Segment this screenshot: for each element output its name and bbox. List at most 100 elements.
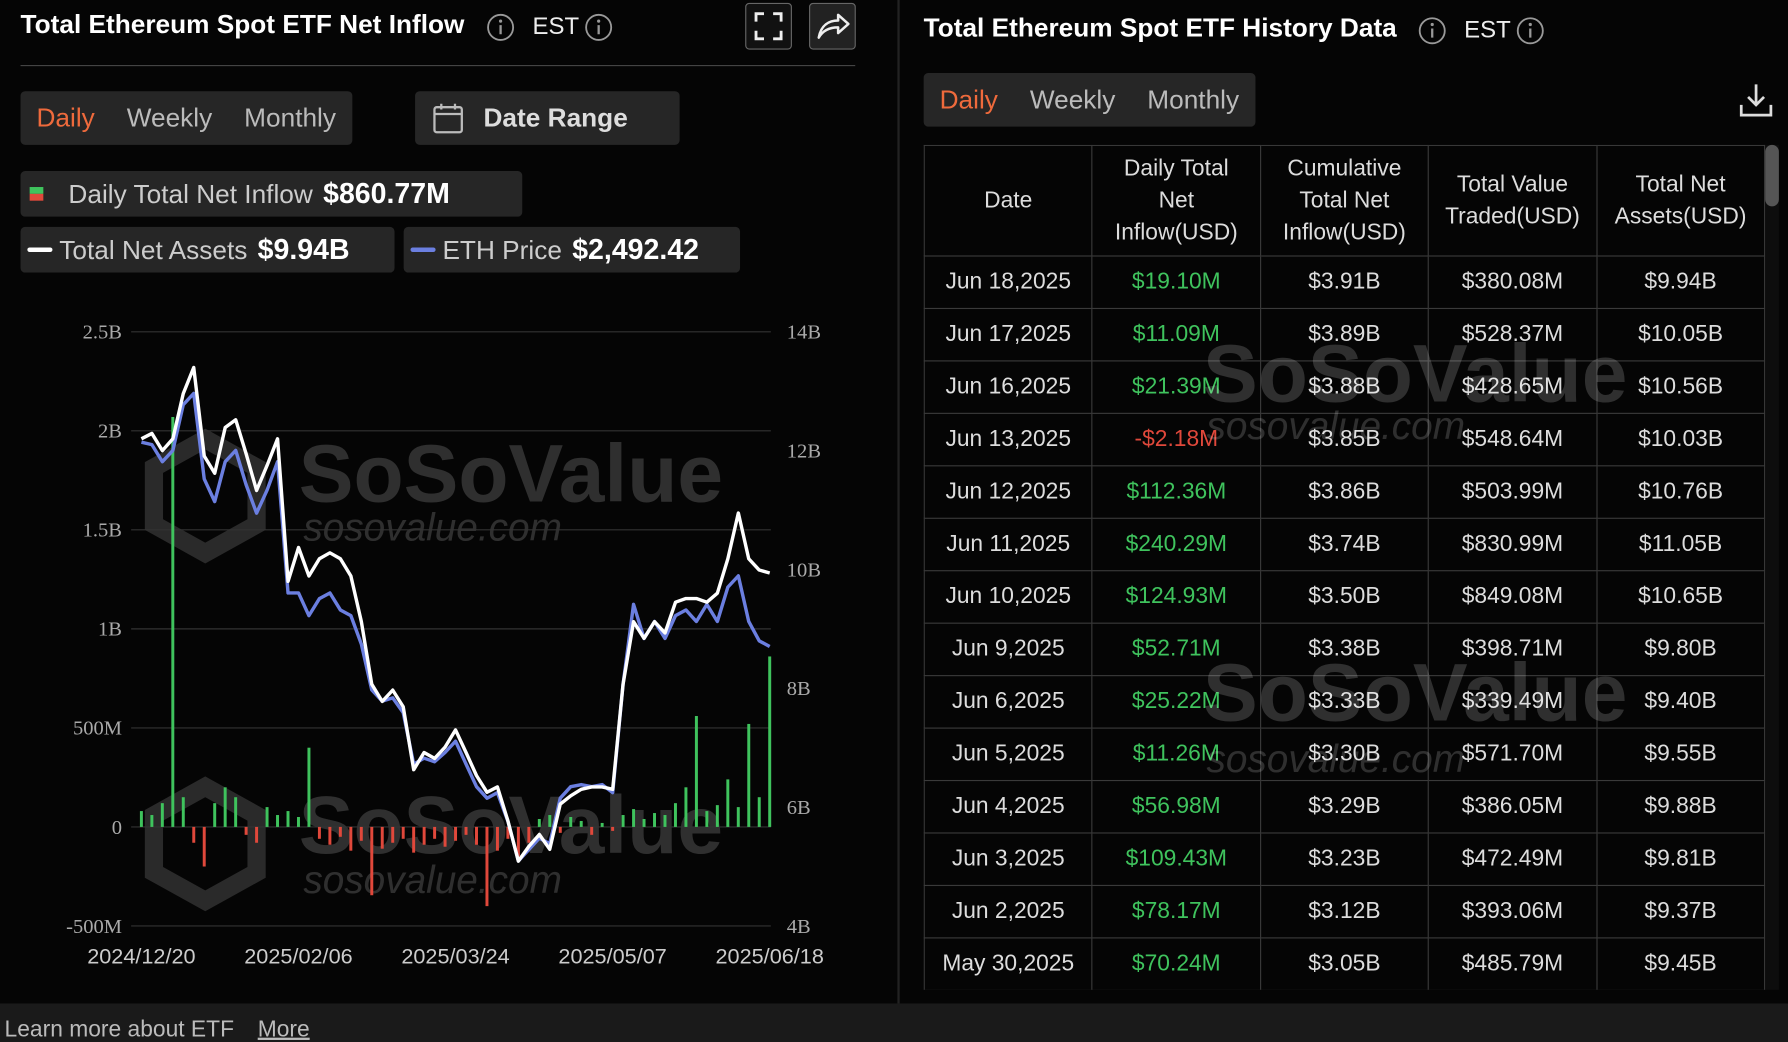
legend-label: Total Net Assets: [59, 234, 248, 264]
bar: [558, 826, 562, 833]
watermark-logo: [144, 428, 266, 564]
table-cell: $830.99M: [1427, 517, 1598, 572]
table-cell: $240.29M: [1091, 517, 1261, 572]
legend-item[interactable]: Daily Total Net Inflow $860.77M: [20, 171, 523, 217]
table-row: Jun 12,2025 $112.36M $3.86B $503.99M $10.76B: [923, 465, 1766, 519]
date-range-button[interactable]: Date Range: [415, 91, 680, 145]
table-cell: $3.50B: [1259, 570, 1430, 624]
table-cell: $10.56B: [1595, 360, 1766, 414]
table-cell: $10.05B: [1595, 307, 1766, 362]
table-cell: $78.17M: [1091, 884, 1261, 939]
bar: [475, 826, 478, 845]
date-range-label: Date Range: [483, 102, 628, 133]
bar: [328, 826, 332, 845]
y2-tick-label: 4B: [787, 916, 811, 938]
share-button[interactable]: [808, 2, 856, 50]
tab[interactable]: Daily: [36, 102, 95, 133]
column-header: Total Value Traded(USD): [1427, 144, 1598, 257]
table-cell: $11.09M: [1091, 307, 1261, 362]
bar: [244, 826, 248, 835]
table-cell: Jun 2,2025: [923, 884, 1093, 939]
bar: [265, 807, 269, 827]
table-cell: Jun 4,2025: [923, 779, 1093, 834]
scrollbar[interactable]: [1765, 144, 1779, 990]
table-cell: $11.05B: [1595, 517, 1766, 572]
table-row: Jun 10,2025 $124.93M $3.50B $849.08M $10.65B: [923, 570, 1766, 624]
bar: [139, 811, 143, 827]
timezone: EST: [1464, 17, 1511, 44]
table-cell: Jun 6,2025: [923, 675, 1093, 729]
bar: [653, 813, 656, 827]
bar: [296, 817, 300, 827]
legend-value: $2,492.42: [572, 233, 700, 266]
tab[interactable]: Daily: [939, 84, 998, 115]
table-cell: $398.71M: [1427, 622, 1598, 677]
table-cell: $3.12B: [1259, 884, 1430, 939]
bar: [736, 807, 740, 827]
tab[interactable]: Weekly: [1029, 84, 1116, 115]
legend-item[interactable]: ETH Price $2,492.42: [403, 226, 741, 273]
bar: [715, 805, 719, 827]
table-row: Jun 9,2025 $52.71M $3.38B $398.71M $9.80B: [923, 622, 1766, 677]
table-row: Jun 11,2025 $240.29M $3.74B $830.99M $11.05B: [923, 517, 1766, 572]
table-cell: Jun 11,2025: [923, 517, 1093, 572]
bar: [506, 826, 510, 839]
bar: [276, 815, 280, 827]
table-cell: $9.45B: [1595, 937, 1766, 990]
tab[interactable]: Monthly: [1147, 84, 1240, 115]
watermark-site: sosovalue.com: [303, 507, 562, 550]
legend-swatch: [29, 187, 44, 201]
legend-item[interactable]: Total Net Assets $9.94B: [20, 226, 395, 273]
tab[interactable]: Weekly: [126, 102, 213, 133]
table-cell: $10.03B: [1595, 412, 1766, 467]
table-cell: Jun 12,2025: [923, 465, 1093, 519]
table-cell: $3.86B: [1259, 465, 1430, 519]
bar: [380, 826, 384, 849]
scrollbar-thumb[interactable]: [1765, 144, 1779, 207]
bar: [747, 723, 751, 827]
y-tick-label: 500M: [73, 718, 122, 740]
y-tick-label: 1.5B: [83, 520, 122, 542]
calendar-icon: [433, 103, 463, 133]
y2-tick-label: 10B: [787, 559, 821, 581]
y-tick-label: 1B: [98, 619, 122, 641]
info-icon[interactable]: [584, 13, 614, 43]
y2-tick-label: 6B: [787, 797, 811, 819]
bar: [464, 826, 468, 835]
info-icon[interactable]: [1417, 16, 1447, 46]
fullscreen-button[interactable]: [745, 2, 793, 50]
info-icon[interactable]: [486, 13, 516, 43]
bar: [213, 803, 217, 827]
legend-value: $9.94B: [257, 233, 350, 266]
table-cell: $70.24M: [1091, 937, 1261, 990]
table-cell: $3.88B: [1259, 360, 1430, 414]
table-cell: May 30,2025: [923, 937, 1093, 990]
legend-value: $860.77M: [323, 177, 450, 210]
x-tick-label: 2025/06/18: [716, 944, 824, 969]
bar: [255, 826, 259, 843]
bar: [590, 826, 594, 835]
table-cell: $9.94B: [1595, 255, 1766, 310]
table-cell: $3.30B: [1259, 727, 1430, 782]
tab[interactable]: Monthly: [244, 102, 337, 133]
watermark-logo: [144, 776, 266, 912]
watermark: SoSoValue sosovalue.com SoSoValue sosova…: [144, 428, 723, 912]
watermark-brand: SoSoValue: [299, 429, 723, 520]
line: [141, 391, 771, 863]
bar: [401, 826, 405, 839]
table-cell: $386.05M: [1427, 779, 1598, 834]
bar: [412, 826, 416, 853]
table-cell: $528.37M: [1427, 307, 1598, 362]
right-tabs: Daily Weekly Monthly: [923, 72, 1256, 127]
download-button[interactable]: [1736, 80, 1777, 121]
table-cell: $3.33B: [1259, 675, 1430, 729]
bar: [443, 826, 447, 847]
table-cell: Jun 17,2025: [923, 307, 1093, 362]
info-icon[interactable]: [1515, 16, 1545, 46]
table-cell: $503.99M: [1427, 465, 1598, 519]
footer-link[interactable]: More: [257, 1017, 310, 1042]
table-cell: $21.39M: [1091, 360, 1261, 414]
x-tick-label: 2024/12/20: [87, 944, 195, 969]
left-tabs: Daily Weekly Monthly: [20, 91, 352, 145]
